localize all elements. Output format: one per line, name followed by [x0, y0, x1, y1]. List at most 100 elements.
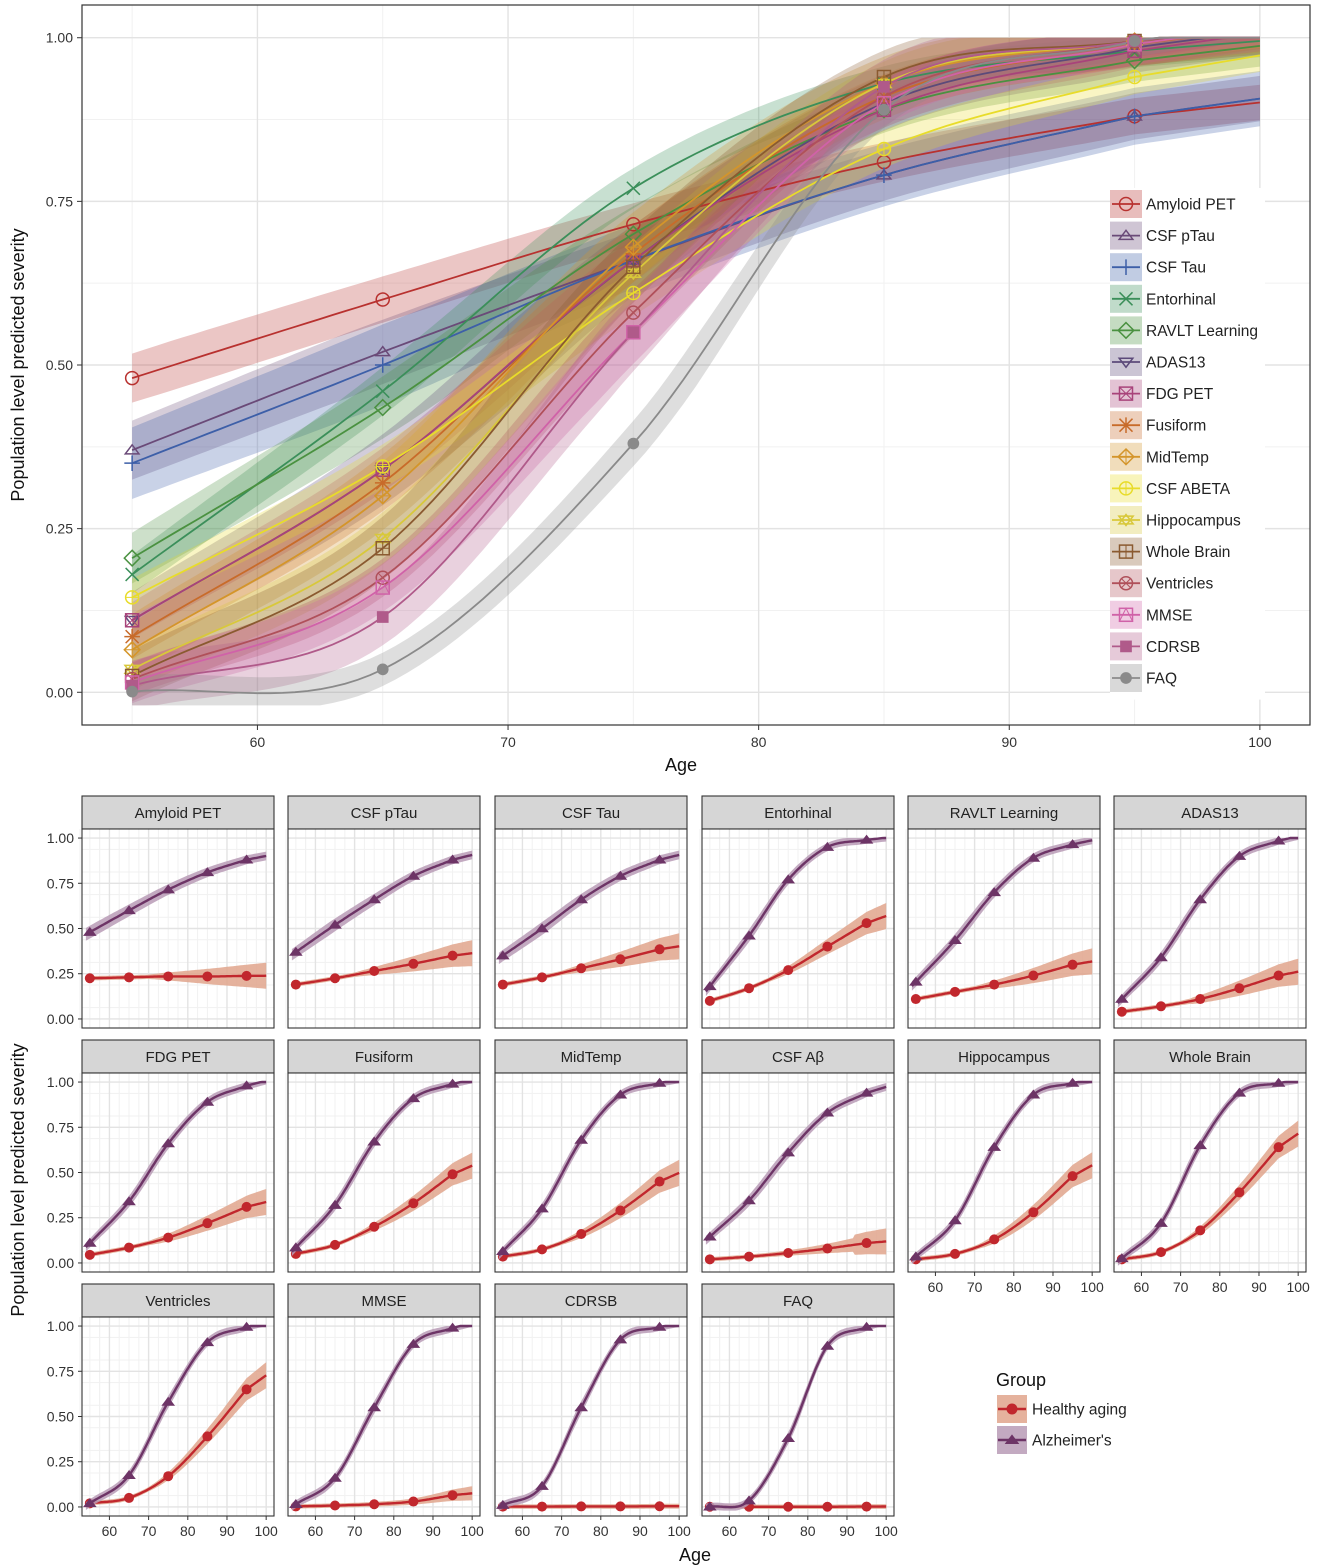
series-line-cdrsb	[131, 36, 1260, 687]
alzheimers-point-shape	[909, 976, 923, 986]
alzheimers-point-shape	[613, 1089, 628, 1099]
healthy-point	[537, 1501, 548, 1512]
legend-key-marker-cross	[1119, 545, 1133, 559]
alzheimers-point-shape	[289, 946, 303, 956]
healthy-point	[330, 1500, 341, 1511]
facet-title: Entorhinal	[764, 805, 832, 822]
alzheimers-point-shape	[535, 923, 549, 933]
point-csf-abeta-cross	[877, 142, 891, 156]
point-cdrsb	[878, 80, 890, 93]
alzheimers-point-shape	[367, 894, 382, 904]
alzheimers-point	[1193, 1140, 1208, 1150]
point-midtemp-cross	[625, 239, 642, 255]
series-line-whole-brain	[131, 36, 1260, 677]
point-csf-abeta	[375, 459, 390, 474]
point-csf-abeta-cross	[376, 459, 390, 473]
x-tick-label: 90	[1251, 1279, 1267, 1295]
alzheimers-point-shape	[328, 1472, 342, 1482]
alzheimers-point-shape	[200, 1096, 215, 1106]
alzheimers-point	[122, 1196, 136, 1206]
point-faq	[627, 437, 640, 450]
point-csf-abeta	[124, 590, 140, 605]
alzheimers-point-shape	[445, 1078, 460, 1088]
facet-strip	[1113, 1039, 1307, 1074]
alzheimers-point	[820, 1340, 835, 1350]
alzheimers-point-shape	[328, 1199, 342, 1209]
alzheimers-point-shape	[1026, 1089, 1041, 1099]
alzheimers-point-shape	[1026, 852, 1041, 862]
healthy-point	[615, 954, 626, 965]
panel-border	[494, 1072, 688, 1273]
facet-title: Whole Brain	[1169, 1049, 1251, 1066]
legend-key-marker-tri	[1118, 607, 1134, 622]
alzheimers-point-shape	[652, 1077, 667, 1087]
healthy-point	[950, 1248, 961, 1259]
alzheimers-point	[948, 1215, 962, 1225]
healthy-point	[497, 979, 508, 990]
band-csf-ptau	[132, 75, 1260, 480]
alzheimers-point	[289, 1498, 303, 1508]
alzheimers-point	[367, 1136, 382, 1146]
legend-key-marker	[1117, 229, 1135, 241]
healthy-line	[291, 1164, 473, 1256]
legend-key-marker	[1117, 321, 1135, 340]
facet-strip	[287, 1039, 481, 1074]
facet-strip	[287, 1283, 481, 1318]
healthy-point	[537, 972, 548, 983]
alzheimers-point-shape	[367, 1402, 382, 1412]
legend-key-marker-cross	[1119, 481, 1133, 495]
y-tick-label: 0.50	[46, 357, 73, 373]
point-csf-ptau-shape	[123, 443, 141, 455]
legend-key-marker	[1118, 544, 1134, 559]
point-faq-shape	[126, 685, 138, 698]
alzheimers-point-shape	[200, 1337, 215, 1347]
band-midtemp	[132, 37, 1260, 677]
point-fusiform	[124, 628, 140, 645]
point-fdg-pet	[124, 613, 140, 628]
panel-border	[907, 828, 1101, 1029]
panel-border	[287, 1072, 481, 1273]
point-whole-brain	[626, 259, 641, 275]
healthy-point	[1273, 970, 1284, 981]
alzheimers-point	[289, 946, 303, 956]
series-line-csf-abeta	[131, 54, 1261, 599]
alzheimers-point	[613, 1089, 628, 1099]
alzheimers-line	[911, 839, 1093, 987]
healthy-point	[1067, 1171, 1078, 1182]
point-csf-abeta-cross	[626, 286, 640, 300]
alzheimers-point	[1115, 1253, 1129, 1263]
alzheimers-point-shape	[859, 834, 874, 844]
y-tick-label: 0.50	[47, 1165, 74, 1181]
point-cdrsb-shape	[376, 611, 389, 623]
alzheimers-point-shape	[1065, 839, 1080, 849]
alzheimers-point-shape	[289, 1242, 303, 1252]
facet-strip	[494, 1283, 688, 1318]
legend-key-marker	[1117, 513, 1135, 527]
healthy-point	[124, 1242, 135, 1253]
facet-fusiform: Fusiform	[285, 1039, 481, 1273]
alzheimers-point	[239, 854, 254, 864]
alzheimers-point	[1065, 839, 1080, 849]
healthy-point	[84, 1249, 95, 1260]
point-hippocampus-shape2	[374, 533, 392, 546]
y-tick-label: 0.25	[47, 1210, 74, 1226]
x-tick-label: 100	[460, 1523, 484, 1539]
band-hippocampus	[132, 37, 1260, 691]
facet-csf-aβ: CSF Aβ	[699, 1039, 895, 1273]
alzheimers-point	[239, 1321, 254, 1331]
point-entorhinal	[125, 567, 140, 582]
alzheimers-point	[83, 1498, 97, 1508]
alzheimers-point-shape	[909, 1251, 923, 1261]
point-whole-brain-cross	[376, 541, 390, 555]
alzheimers-point-shape	[820, 1340, 835, 1350]
alzheimers-point	[83, 1237, 97, 1247]
x-tick-label: 80	[800, 1523, 816, 1539]
band-ventricles	[132, 37, 1260, 696]
legend-key-marker-shape	[1004, 1434, 1020, 1445]
alzheimers-point	[820, 1107, 835, 1117]
legend-label: Amyloid PET	[1146, 197, 1236, 214]
alzheimers-line	[1117, 836, 1299, 1005]
healthy-point	[163, 1471, 174, 1482]
alzheimers-point-shape	[948, 1215, 962, 1225]
alzheimers-point	[703, 1501, 717, 1511]
